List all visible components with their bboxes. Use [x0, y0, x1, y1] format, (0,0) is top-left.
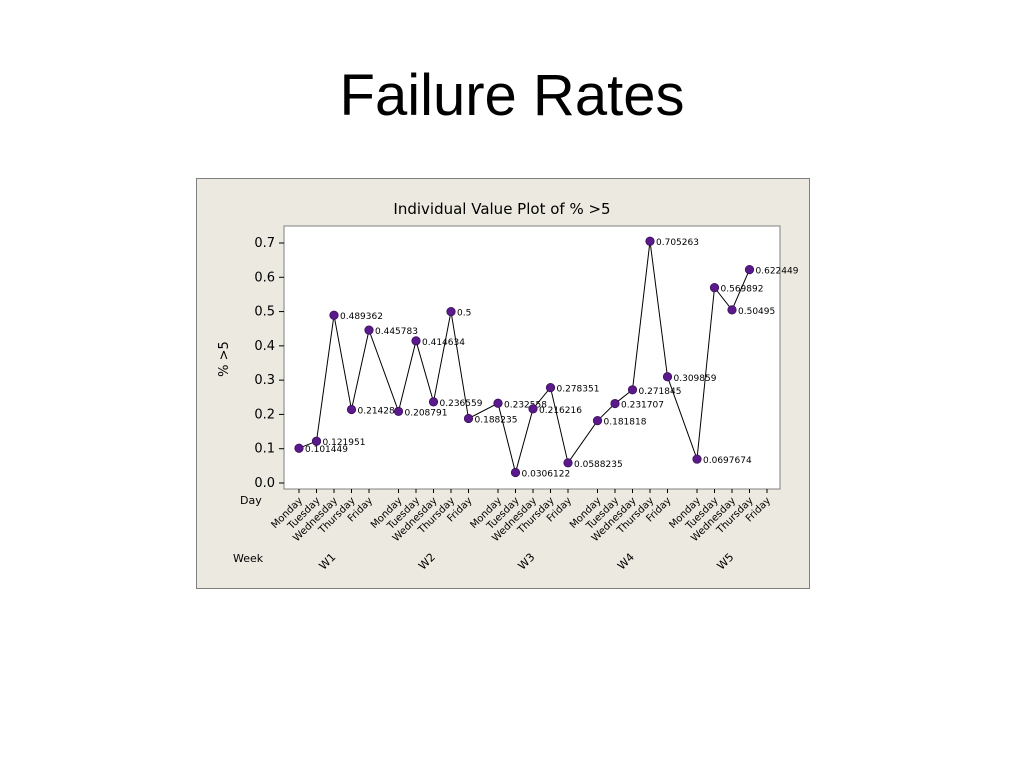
data-label: 0.216216: [539, 406, 582, 416]
data-label: 0.0697674: [703, 456, 752, 466]
data-label: 0.569892: [721, 285, 764, 295]
data-point: [411, 336, 421, 346]
data-point: [510, 467, 521, 478]
y-axis: 0.0 0.1 0.2 0.3 0.4 0.5 0.6 0.7: [254, 236, 284, 491]
data-label: 0.414634: [422, 338, 465, 348]
data-label: 0.5: [457, 309, 471, 319]
data-point: [627, 385, 638, 395]
data-point: [662, 372, 673, 382]
data-point: [393, 406, 404, 417]
data-label: 0.445783: [375, 327, 418, 337]
data-label: 0.121951: [323, 438, 366, 448]
data-label: 0.0588235: [574, 460, 623, 470]
data-point: [329, 310, 339, 320]
slide-title: Failure Rates: [339, 63, 685, 128]
y-tick-label: 0.0: [254, 476, 275, 491]
data-point: [610, 398, 620, 409]
y-tick-label: 0.7: [254, 236, 275, 251]
data-point: [446, 306, 456, 317]
data-label: 0.489362: [340, 312, 383, 322]
data-point: [709, 283, 720, 293]
data-point: [311, 436, 322, 446]
individual-value-plot: Individual Value Plot of % >5 % >5 Day W…: [196, 178, 810, 589]
data-point: [493, 398, 503, 408]
data-label: 0.208791: [405, 408, 448, 418]
data-point: [592, 416, 603, 426]
data-point: [364, 325, 374, 335]
day-row-label: Day: [240, 494, 262, 507]
data-point: [545, 382, 556, 393]
data-point: [645, 236, 655, 246]
y-tick-label: 0.1: [254, 442, 275, 457]
data-label: 0.101449: [305, 445, 348, 455]
data-label: 0.214286: [358, 407, 401, 417]
data-label: 0.231707: [621, 401, 664, 411]
data-label: 0.236559: [440, 399, 483, 409]
data-label: 0.278351: [557, 385, 600, 395]
week-row-label: Week: [233, 552, 264, 565]
y-axis-label: % >5: [217, 341, 232, 377]
y-tick-label: 0.5: [254, 305, 275, 320]
y-tick-label: 0.4: [254, 339, 275, 354]
data-point: [346, 404, 357, 415]
series-line: [298, 241, 750, 475]
data-label: 0.188235: [475, 415, 518, 425]
data-point: [744, 264, 755, 275]
y-tick-label: 0.3: [254, 373, 275, 388]
data-label: 0.50495: [738, 307, 775, 317]
y-tick-label: 0.2: [254, 407, 275, 422]
data-point: [528, 404, 538, 414]
plot-area: [283, 225, 781, 490]
data-label: 0.0306122: [522, 470, 571, 480]
data-label: 0.705263: [656, 238, 699, 248]
data-point: [727, 305, 737, 315]
data-point: [428, 397, 439, 407]
data-label: 0.232558: [504, 400, 547, 410]
data-label: 0.309859: [674, 374, 717, 384]
data-label: 0.181818: [604, 418, 647, 428]
data-point: [692, 454, 702, 464]
data-point: [563, 458, 573, 468]
data-point: [294, 443, 304, 453]
data-point: [463, 413, 474, 424]
data-label: 0.622449: [756, 267, 799, 277]
data-label: 0.271845: [639, 387, 682, 397]
y-tick-label: 0.6: [254, 270, 275, 285]
chart-title: Individual Value Plot of % >5: [393, 200, 610, 218]
